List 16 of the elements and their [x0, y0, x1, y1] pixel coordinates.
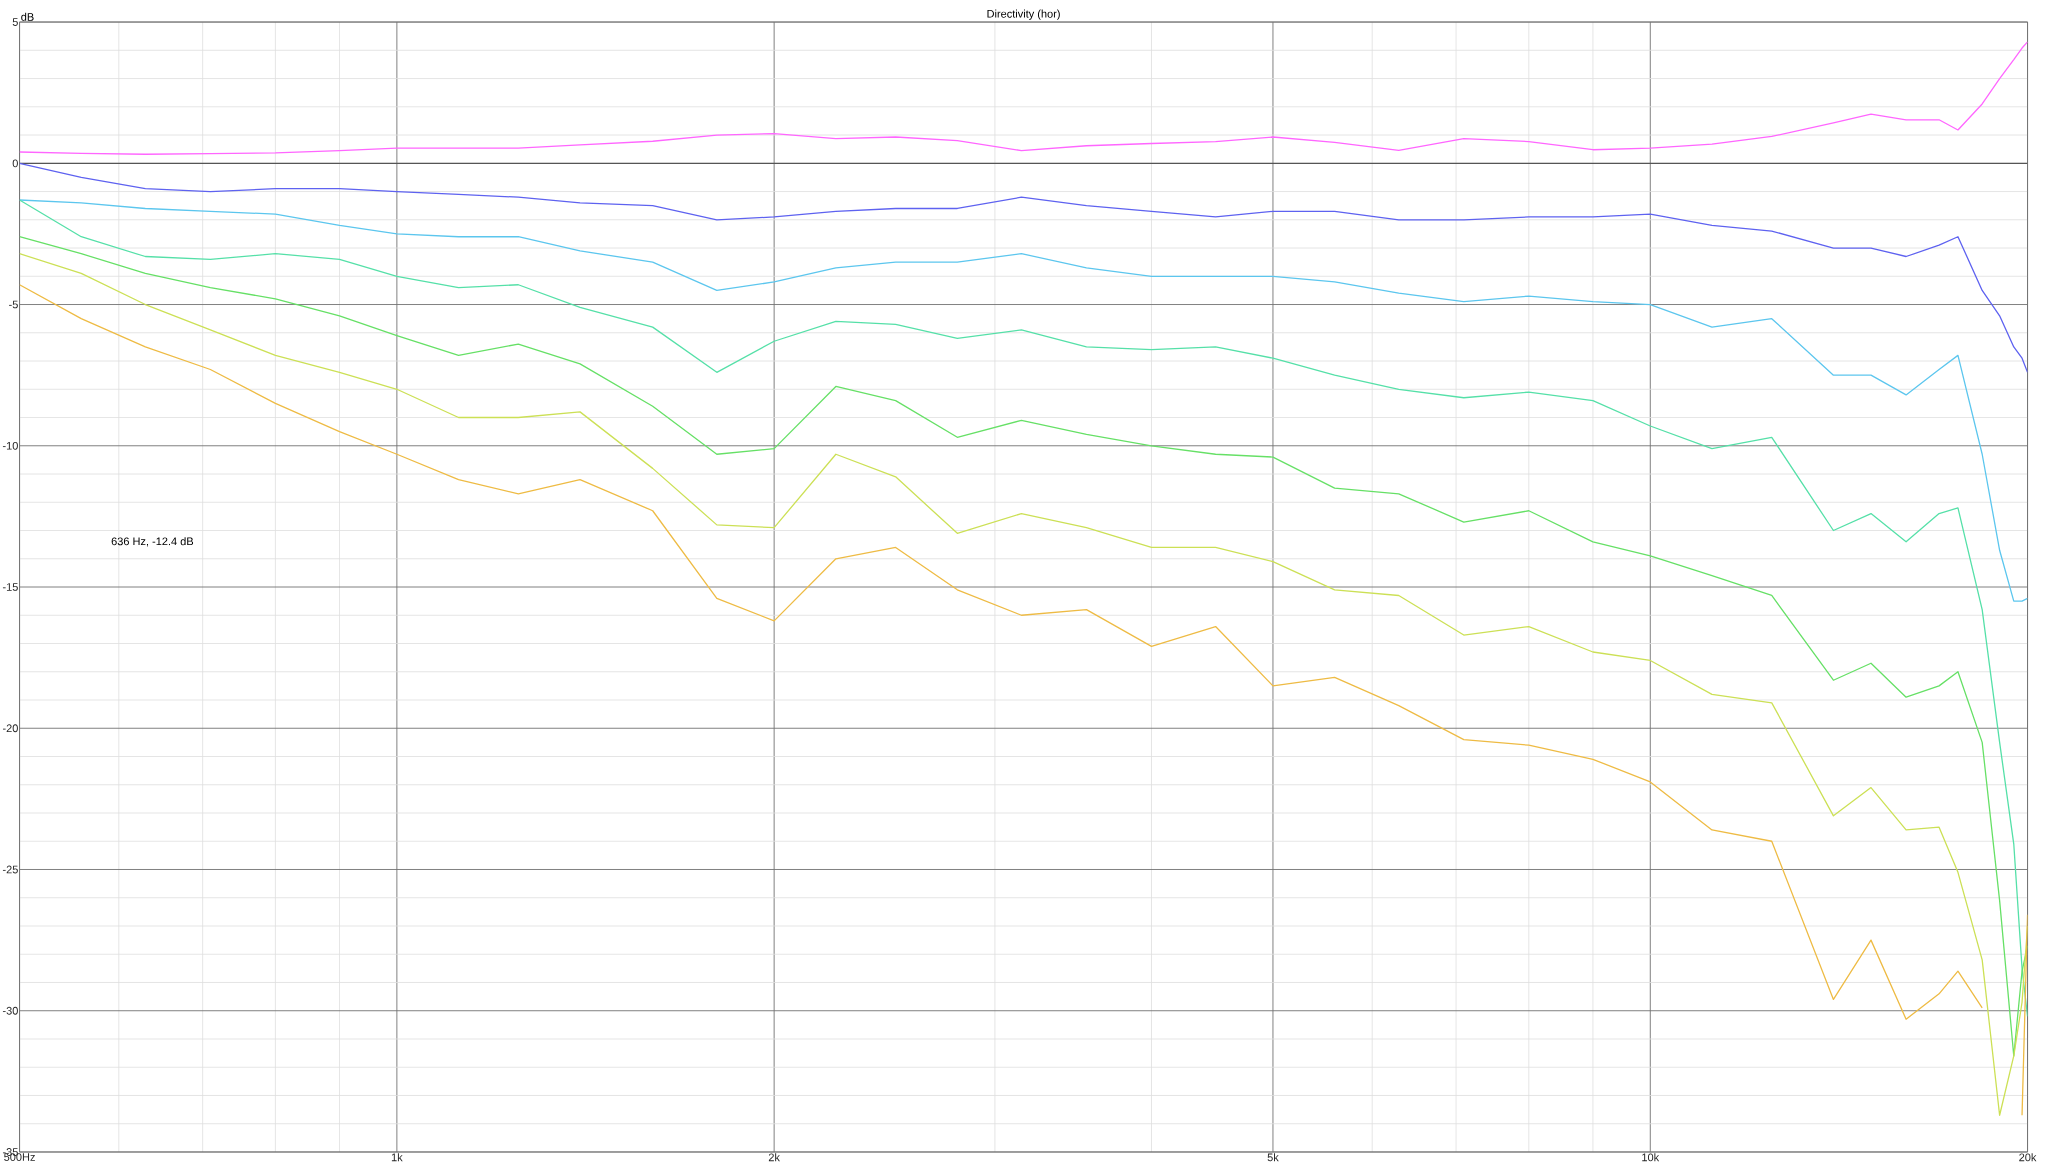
- y-tick-label: -30: [2, 1006, 18, 1015]
- y-tick-label: 5: [12, 18, 18, 26]
- x-tick-label: 5k: [1267, 1153, 1279, 1162]
- y-tick-label: -10: [2, 441, 18, 450]
- y-tick-label: -5: [9, 300, 18, 309]
- x-tick-label: 1k: [391, 1153, 403, 1162]
- x-tick-label: 20k: [2019, 1153, 2037, 1162]
- chart-title: Directivity (hor): [987, 9, 1060, 20]
- y-tick-label: -15: [2, 583, 18, 591]
- y-tick-label: -20: [2, 724, 18, 733]
- y-tick-label: -25: [2, 865, 18, 874]
- annotation: 636 Hz, -12.4 dB: [111, 537, 194, 547]
- y-tick-label: 0: [12, 159, 18, 168]
- y-axis-title: dB: [21, 12, 34, 21]
- x-tick-label: 2k: [768, 1153, 780, 1162]
- x-tick-label: 10k: [1642, 1153, 1660, 1162]
